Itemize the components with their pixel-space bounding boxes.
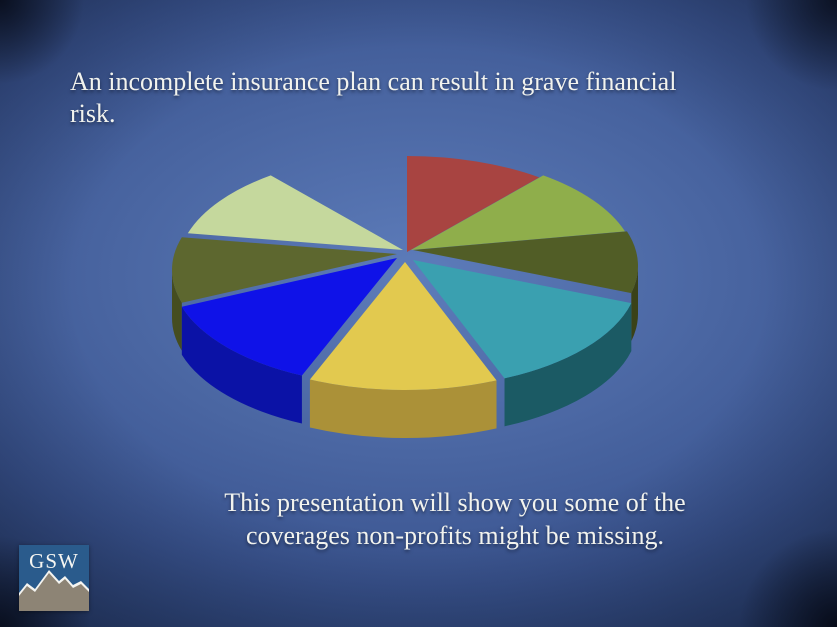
pie-slice-side-dark-olive bbox=[631, 266, 639, 342]
pie-slice-side-teal bbox=[504, 303, 632, 427]
pie-slice-red bbox=[407, 156, 540, 252]
pie-slice-pale-green bbox=[187, 175, 403, 250]
pie-slice-side-dark-olive-2 bbox=[172, 270, 182, 351]
pie-slice-dark-olive-2 bbox=[171, 237, 397, 303]
pie-slice-dark-olive bbox=[413, 231, 639, 294]
pie-slice-teal bbox=[413, 260, 632, 379]
pie-slice-yellow bbox=[309, 262, 497, 391]
logo-text: GSW bbox=[29, 549, 79, 573]
pie-slice-blue bbox=[181, 258, 397, 376]
slide-body-text: This presentation will show you some of … bbox=[224, 488, 686, 550]
mountain-icon bbox=[19, 573, 89, 611]
gsw-logo: GSW bbox=[19, 545, 89, 611]
pie-slice-side-yellow bbox=[309, 379, 497, 439]
pie-slice-side-blue bbox=[181, 306, 302, 424]
gsw-logo-graphic bbox=[19, 545, 89, 611]
slide-title: An incomplete insurance plan can result … bbox=[70, 67, 677, 128]
pie-slice-yellow-green bbox=[411, 175, 625, 250]
